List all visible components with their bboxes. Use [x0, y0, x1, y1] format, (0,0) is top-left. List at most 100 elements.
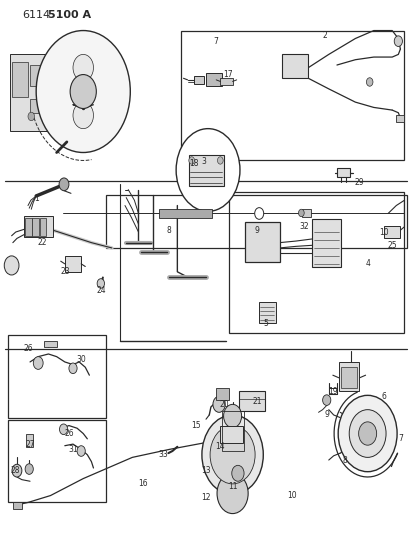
- Bar: [181, 30, 405, 160]
- Bar: [106, 195, 407, 248]
- Circle shape: [217, 473, 248, 514]
- Circle shape: [232, 465, 244, 481]
- Bar: [229, 192, 405, 333]
- Bar: [302, 209, 311, 216]
- Text: 26: 26: [64, 429, 74, 438]
- Circle shape: [358, 422, 377, 445]
- Circle shape: [298, 209, 304, 216]
- Circle shape: [394, 36, 403, 46]
- Bar: [7, 420, 106, 503]
- Circle shape: [36, 30, 130, 152]
- Circle shape: [338, 395, 397, 472]
- Text: 24: 24: [97, 286, 106, 295]
- Bar: [216, 389, 229, 400]
- Circle shape: [59, 424, 68, 434]
- Bar: [9, 54, 51, 131]
- Text: 4: 4: [365, 260, 370, 268]
- Bar: [220, 78, 233, 85]
- Bar: [7, 335, 106, 418]
- Text: 14: 14: [215, 442, 225, 451]
- Bar: [239, 391, 265, 411]
- Bar: [26, 433, 33, 447]
- Circle shape: [28, 112, 35, 120]
- Bar: [30, 100, 40, 113]
- Text: 7: 7: [398, 434, 403, 443]
- Bar: [24, 216, 53, 237]
- Text: 25: 25: [387, 241, 397, 250]
- Text: 22: 22: [37, 238, 47, 247]
- Circle shape: [366, 78, 373, 86]
- Text: 21: 21: [253, 397, 262, 406]
- Circle shape: [97, 279, 105, 288]
- Text: 11: 11: [228, 482, 237, 491]
- Circle shape: [210, 425, 255, 484]
- Bar: [30, 65, 46, 86]
- Text: 23: 23: [60, 268, 70, 276]
- Text: 18: 18: [189, 159, 199, 167]
- Circle shape: [255, 208, 264, 219]
- Text: 31: 31: [68, 445, 78, 454]
- Text: 9: 9: [324, 410, 329, 419]
- Bar: [33, 218, 39, 236]
- Bar: [259, 302, 276, 323]
- Text: 27: 27: [25, 440, 35, 449]
- Text: 8: 8: [343, 456, 347, 465]
- Bar: [396, 115, 404, 122]
- Text: 6: 6: [382, 392, 386, 401]
- Text: 1: 1: [34, 194, 39, 203]
- Bar: [25, 218, 32, 236]
- Text: 19: 19: [328, 386, 338, 395]
- Bar: [40, 218, 47, 236]
- Bar: [189, 155, 224, 186]
- Text: 12: 12: [201, 492, 211, 502]
- Text: 29: 29: [355, 178, 364, 187]
- Bar: [13, 502, 22, 510]
- Circle shape: [25, 464, 33, 474]
- Text: 7: 7: [214, 37, 219, 46]
- Bar: [312, 219, 341, 266]
- Circle shape: [323, 395, 331, 406]
- Text: 13: 13: [201, 466, 211, 475]
- Circle shape: [202, 415, 263, 495]
- Text: 17: 17: [224, 69, 233, 78]
- Text: 16: 16: [138, 479, 147, 488]
- Bar: [384, 226, 400, 238]
- Text: 26: 26: [23, 344, 33, 353]
- Circle shape: [73, 102, 94, 128]
- Circle shape: [69, 363, 77, 374]
- Text: 8: 8: [167, 227, 171, 236]
- Text: 33: 33: [158, 450, 168, 459]
- Bar: [65, 256, 81, 272]
- Text: 32: 32: [300, 222, 309, 231]
- Circle shape: [12, 464, 22, 477]
- Bar: [339, 362, 359, 391]
- Text: 6114: 6114: [22, 10, 50, 20]
- Circle shape: [77, 446, 85, 456]
- Bar: [206, 73, 222, 86]
- Bar: [341, 367, 358, 389]
- Bar: [194, 76, 204, 84]
- Circle shape: [59, 178, 69, 191]
- Text: 9: 9: [255, 227, 260, 236]
- Bar: [220, 425, 243, 442]
- Text: 5: 5: [263, 319, 268, 328]
- Circle shape: [189, 157, 194, 164]
- Text: 28: 28: [11, 466, 21, 475]
- Circle shape: [4, 256, 19, 275]
- Text: 15: 15: [191, 421, 201, 430]
- Text: 10: 10: [379, 228, 389, 237]
- Circle shape: [176, 128, 240, 212]
- Text: 10: 10: [287, 491, 297, 500]
- Circle shape: [218, 157, 223, 164]
- Text: 5100 A: 5100 A: [49, 10, 91, 20]
- Text: 2: 2: [322, 31, 327, 41]
- Circle shape: [349, 410, 386, 457]
- Text: 20: 20: [220, 400, 229, 409]
- Circle shape: [224, 405, 241, 427]
- Circle shape: [33, 357, 43, 369]
- Bar: [337, 168, 350, 177]
- Bar: [245, 222, 280, 262]
- Circle shape: [213, 397, 225, 413]
- Bar: [282, 54, 308, 78]
- Bar: [159, 209, 212, 217]
